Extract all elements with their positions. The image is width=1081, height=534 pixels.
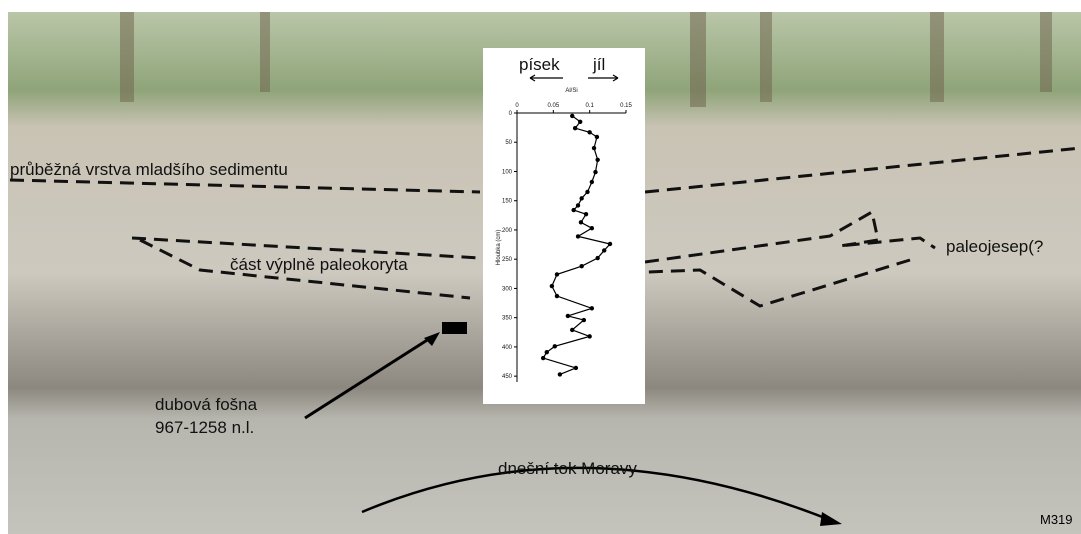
- point: [570, 114, 574, 118]
- point: [558, 372, 562, 376]
- annotation: paleojesep(?: [946, 237, 1043, 256]
- x-axis-label: Al/Si: [565, 88, 577, 94]
- y-tick-label: 300: [502, 286, 513, 292]
- point: [541, 356, 545, 360]
- point: [574, 366, 578, 370]
- point: [573, 126, 577, 130]
- y-tick-label: 50: [505, 140, 512, 146]
- point: [566, 314, 570, 318]
- point: [576, 234, 580, 238]
- point: [587, 130, 591, 134]
- y-tick-label: 450: [502, 374, 513, 380]
- point: [550, 284, 554, 288]
- annotation: dubová fošna: [155, 395, 258, 414]
- annotation: dnešní tok Moravy: [498, 459, 637, 478]
- point: [545, 350, 549, 354]
- y-tick-label: 250: [502, 257, 513, 263]
- figure: průběžná vrstva mladšího sedimentu část …: [0, 0, 1081, 534]
- point: [555, 294, 559, 298]
- x-tick-label: 0.05: [547, 103, 559, 109]
- annotation: M319: [1040, 512, 1073, 527]
- point: [593, 170, 597, 174]
- point: [578, 120, 582, 124]
- y-tick-label: 350: [502, 316, 513, 322]
- annotation: jíl: [592, 55, 605, 74]
- point: [570, 328, 574, 332]
- point: [592, 146, 596, 150]
- point: [587, 334, 591, 338]
- y-tick-label: 100: [502, 169, 513, 175]
- point: [579, 264, 583, 268]
- point: [595, 256, 599, 260]
- point: [582, 318, 586, 322]
- point: [579, 220, 583, 224]
- point: [576, 203, 580, 207]
- point: [590, 306, 594, 310]
- point: [555, 272, 559, 276]
- point: [571, 208, 575, 212]
- y-tick-label: 400: [502, 345, 513, 351]
- point: [584, 212, 588, 216]
- plank-marker: [442, 322, 467, 334]
- x-tick-label: 0.1: [585, 103, 594, 109]
- point: [585, 190, 589, 194]
- point: [590, 180, 594, 184]
- point: [595, 158, 599, 162]
- annotation: průběžná vrstva mladšího sedimentu: [10, 160, 288, 179]
- point: [590, 226, 594, 230]
- x-tick-label: 0.15: [620, 103, 632, 109]
- point: [579, 196, 583, 200]
- point: [553, 344, 557, 348]
- point: [602, 248, 606, 252]
- annotation: 967-1258 n.l.: [155, 418, 254, 437]
- annotation: písek: [519, 55, 560, 74]
- annotation: část výplně paleokoryta: [230, 255, 408, 274]
- y-tick-label: 200: [502, 228, 513, 234]
- point: [595, 135, 599, 139]
- y-tick-label: 150: [502, 199, 513, 205]
- point: [608, 242, 612, 246]
